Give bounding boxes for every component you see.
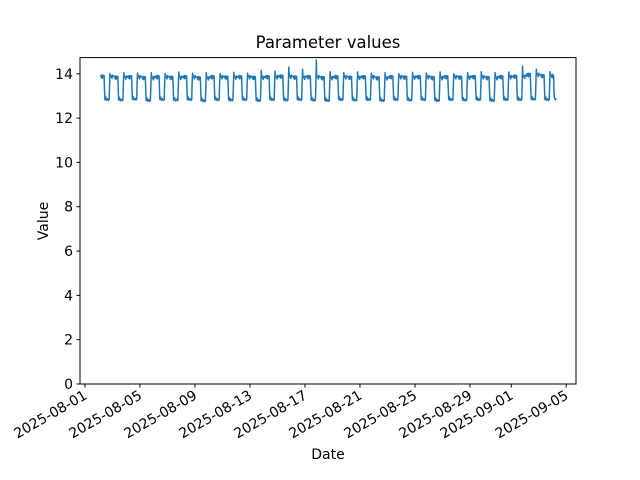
y-axis-label: Value — [36, 201, 52, 241]
y-tick-label: 12 — [55, 111, 73, 127]
y-tick-label: 10 — [55, 155, 73, 171]
y-tick-label: 4 — [64, 288, 73, 304]
data-line — [100, 59, 557, 103]
axes-spines — [79, 57, 577, 385]
y-tick-label: 0 — [64, 377, 73, 393]
x-axis-label: Date — [311, 447, 345, 463]
chart-title: Parameter values — [255, 33, 401, 52]
y-tick-label: 8 — [64, 200, 73, 216]
y-tick-label: 14 — [55, 67, 73, 83]
y-tick-label: 2 — [64, 333, 73, 349]
y-tick-label: 6 — [64, 244, 73, 260]
